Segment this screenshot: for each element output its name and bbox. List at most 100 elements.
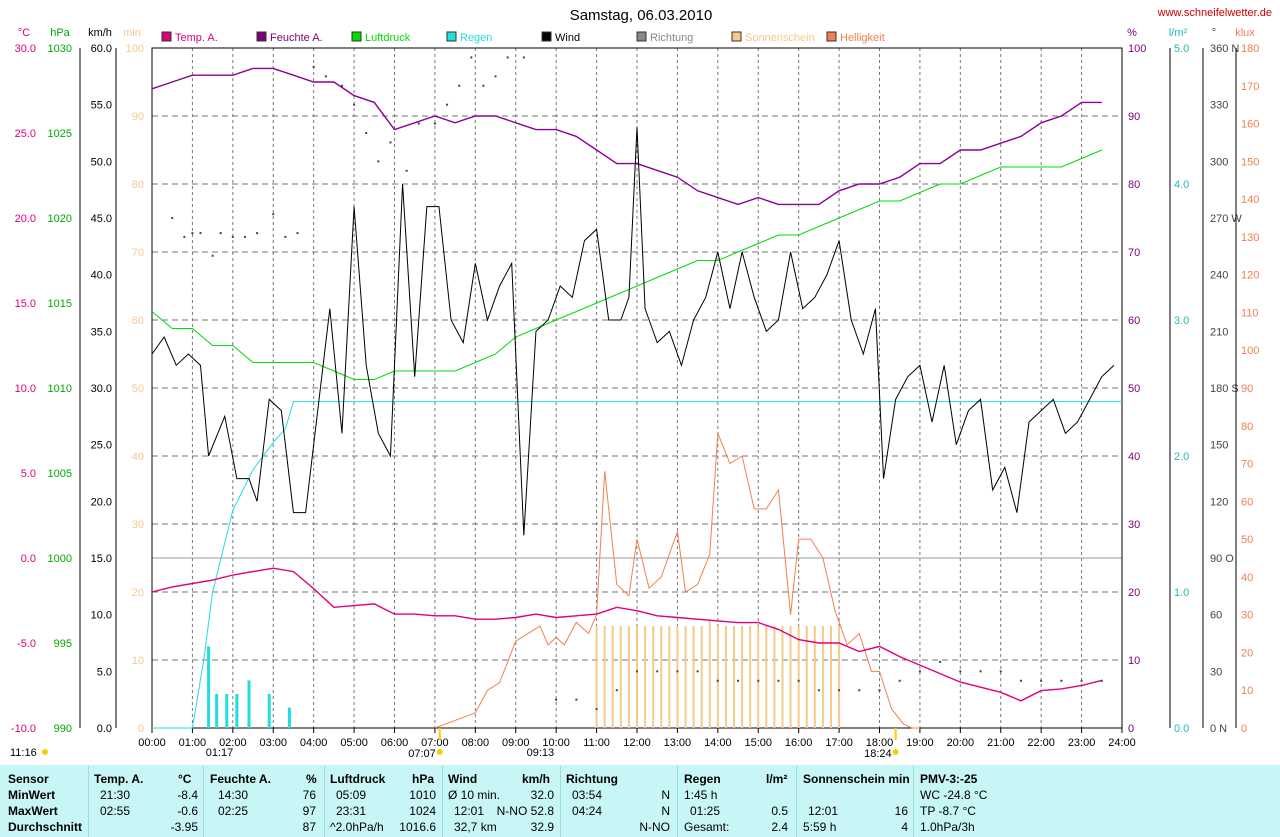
x-tick-label: 04:00: [300, 737, 328, 749]
axis-tick-label-brightness: 180: [1241, 43, 1259, 55]
axis-unit-temp: °C: [18, 27, 30, 39]
direction-point: [365, 132, 368, 134]
axis-tick-label-wind: 30.0: [91, 383, 112, 395]
axis-tick-label-brightness: 10: [1241, 685, 1253, 697]
axis-tick-label-pressure: 1020: [48, 213, 72, 225]
direction-point: [1060, 679, 1063, 682]
axis-tick-label-humidity: 60: [1128, 315, 1140, 327]
stats-header-hum-unit: %: [306, 772, 317, 786]
stats-avg-wind-dist: 32,7 km: [454, 820, 497, 834]
axis-tick-label-rain: 0.0: [1174, 723, 1189, 735]
direction-point: [757, 679, 760, 682]
rain-bar: [287, 707, 291, 728]
stats-header-temp-unit: °C: [178, 772, 192, 786]
direction-point: [377, 160, 380, 163]
direction-point: [737, 679, 740, 682]
stats-header-press: Luftdruck: [330, 772, 386, 786]
x-tick-label: 21:00: [987, 737, 1015, 749]
series-temp: [151, 567, 1102, 702]
axis-tick-label-sunshine: 100: [126, 43, 144, 55]
x-tick-label: 18:00: [866, 737, 894, 749]
axis-tick-label-temp: 0.0: [21, 553, 36, 565]
x-tick-label: 06:00: [381, 737, 409, 749]
stats-header-temp: Temp. A.: [94, 772, 144, 786]
series-feuchte: [151, 67, 1102, 206]
axis-tick-label-pressure: 1005: [48, 468, 72, 480]
direction-point: [575, 698, 578, 701]
axis-tick-label-rain: 5.0: [1174, 43, 1189, 55]
axis-tick-label-wind: 45.0: [91, 213, 112, 225]
axis-tick-label-wind: 0.0: [97, 723, 112, 735]
legend-label: Wind: [555, 32, 580, 44]
direction-point: [191, 232, 194, 235]
stats-max-temp-time: 02:55: [100, 804, 131, 818]
axis-tick-label-sunshine: 70: [132, 247, 144, 259]
legend-swatch: [351, 31, 362, 42]
x-tick-label: 14:00: [704, 737, 732, 749]
x-tick-label: 17:00: [825, 737, 853, 749]
site-url[interactable]: www.schneifelwetter.de: [1157, 7, 1272, 19]
direction-point: [296, 232, 299, 235]
stats-min-temp-val: -8.4: [177, 788, 198, 802]
axis-tick-label-sunshine: 80: [132, 179, 144, 191]
axis-unit-sunshine: min: [123, 27, 141, 39]
statistics-table: Sensor Temp. A. °C Feuchte A. % Luftdruc…: [0, 765, 1280, 837]
legend-label: Sonnenschein: [745, 32, 815, 44]
direction-point: [898, 679, 901, 682]
stats-max-sun-val: 16: [894, 804, 908, 818]
axis-tick-label-wind: 50.0: [91, 156, 112, 168]
stats-min-temp-time: 21:30: [100, 788, 131, 802]
axis-tick-label-brightness: 120: [1241, 270, 1259, 282]
axis-tick-label-brightness: 100: [1241, 345, 1259, 357]
x-tick-label: 02:00: [219, 737, 247, 749]
rain-bar: [215, 694, 219, 728]
legend: Temp. A. Feuchte A. Luftdruck Regen Wind Rich…: [161, 31, 885, 44]
axis-tick-label-direction: 270 W: [1210, 213, 1242, 225]
stats-avg-pmv: 1.0hPa/3h: [920, 820, 975, 834]
direction-point: [506, 56, 509, 59]
series-regen: [152, 401, 1122, 729]
stats-avg-label: Durchschnitt: [8, 820, 83, 834]
axis-tick-label-brightness: 160: [1241, 119, 1259, 131]
rain-bar: [207, 646, 211, 728]
time-annotation-sunset: 18:24: [864, 748, 892, 760]
axis-tick-label-humidity: 20: [1128, 587, 1140, 599]
axis-tick-label-humidity: 90: [1128, 111, 1140, 123]
axis-tick-label-brightness: 170: [1241, 81, 1259, 93]
weather-chart: 00:00 01:00 02:00 03:00 04:00 05:00 06:00 07:00…: [10, 7, 1272, 760]
stats-avg-rain-val: 2.4: [771, 820, 788, 834]
legend-swatch: [446, 31, 457, 42]
stats-avg-sun-val: 4: [901, 820, 908, 834]
axis-tick-label-rain: 2.0: [1174, 451, 1189, 463]
direction-point: [918, 670, 921, 673]
legend-label: Regen: [460, 32, 492, 44]
direction-point: [405, 169, 408, 172]
axis-tick-label-direction: 210: [1210, 326, 1228, 338]
legend-swatch: [731, 31, 742, 42]
direction-point: [858, 689, 861, 692]
legend-swatch: [636, 31, 647, 42]
rain-bar: [225, 694, 229, 728]
stats-min-label: MinWert: [8, 788, 56, 802]
direction-point: [389, 141, 392, 144]
axis-tick-label-humidity: 70: [1128, 247, 1140, 259]
axis-tick-label-humidity: 10: [1128, 655, 1140, 667]
legend-label: Temp. A.: [175, 32, 218, 44]
axis-tick-label-wind: 10.0: [91, 610, 112, 622]
x-tick-label: 13:00: [664, 737, 692, 749]
time-annotation-rain-start: 01:17: [206, 747, 234, 759]
axis-unit-pressure: hPa: [50, 27, 70, 39]
axis-tick-label-rain: 1.0: [1174, 587, 1189, 599]
axis-tick-label-sunshine: 40: [132, 451, 144, 463]
x-tick-label: 12:00: [623, 737, 651, 749]
axis-tick-label-temp: 25.0: [15, 128, 36, 140]
axis-tick-label-pressure: 1000: [48, 553, 72, 565]
stats-max-press-val: 1024: [409, 804, 436, 818]
stats-max-wind-time: 12:01: [454, 804, 485, 818]
sun-icon: [436, 749, 443, 755]
direction-point: [522, 56, 525, 59]
direction-point: [324, 75, 327, 78]
x-tick-label: 08:00: [462, 737, 490, 749]
x-tick-label: 19:00: [906, 737, 934, 749]
axis-tick-label-brightness: 30: [1241, 610, 1253, 622]
